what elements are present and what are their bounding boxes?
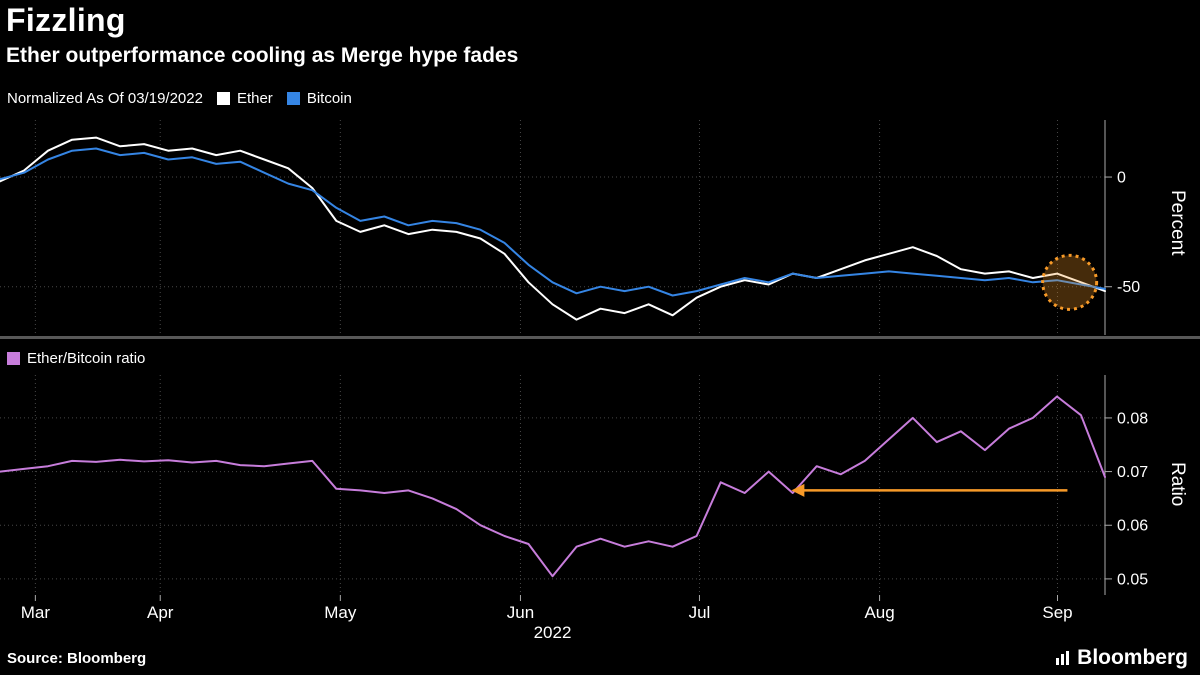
series-line-ether (0, 136, 1106, 321)
x-tick-label: Mar (21, 603, 51, 622)
page-title: Fizzling (6, 2, 126, 38)
bloomberg-logo: Bloomberg (1055, 646, 1188, 670)
percent-axis-title: Percent (1167, 190, 1188, 256)
page-subtitle: Ether outperformance cooling as Merge hy… (6, 44, 519, 67)
legend-label-ether: Ether (236, 90, 273, 107)
y-tick-label: 0.06 (1117, 518, 1148, 535)
y-tick-label: 0 (1117, 170, 1126, 187)
series-line-ether-bitcoin-ratio (0, 395, 1106, 578)
x-tick-label: Sep (1042, 603, 1072, 622)
annotation-arrowhead (791, 483, 805, 497)
bitcoin-swatch (286, 92, 300, 105)
bloomberg-logo-icon (1056, 651, 1070, 665)
x-tick-label: Aug (864, 603, 894, 622)
chart-divider (0, 336, 1200, 339)
bottom-chart-legend: Ether/Bitcoin ratio (7, 350, 145, 367)
y-tick-label: 0.05 (1117, 571, 1148, 588)
x-tick-label: May (324, 603, 357, 622)
ratio-swatch (7, 352, 20, 365)
ratio-axis-title: Ratio (1167, 462, 1188, 507)
x-tick-label: Apr (147, 603, 174, 622)
y-tick-label: -50 (1117, 279, 1140, 296)
highlight-circle (1041, 253, 1099, 311)
ether-swatch (216, 92, 230, 105)
series-line-bitcoin (0, 147, 1106, 297)
legend-label-bitcoin: Bitcoin (306, 90, 352, 107)
normalization-note: Normalized As Of 03/19/2022 (7, 90, 203, 107)
legend-item-bitcoin: Bitcoin (286, 90, 352, 107)
legend-item-ether: Ether (216, 90, 273, 107)
y-tick-label: 0.07 (1117, 464, 1148, 481)
x-axis-year-label: 2022 (533, 623, 572, 642)
y-tick-label: 0.08 (1117, 410, 1148, 427)
legend-label-ratio: Ether/Bitcoin ratio (27, 350, 146, 367)
legend-item-ratio: Ether/Bitcoin ratio (7, 350, 145, 367)
x-tick-label: Jun (507, 603, 534, 622)
x-tick-label: Jul (689, 603, 711, 622)
bloomberg-logo-text: Bloomberg (1077, 646, 1188, 669)
source-credit: Source: Bloomberg (7, 650, 147, 667)
top-chart-legend: Normalized As Of 03/19/2022 Ether Bitcoi… (7, 90, 352, 107)
